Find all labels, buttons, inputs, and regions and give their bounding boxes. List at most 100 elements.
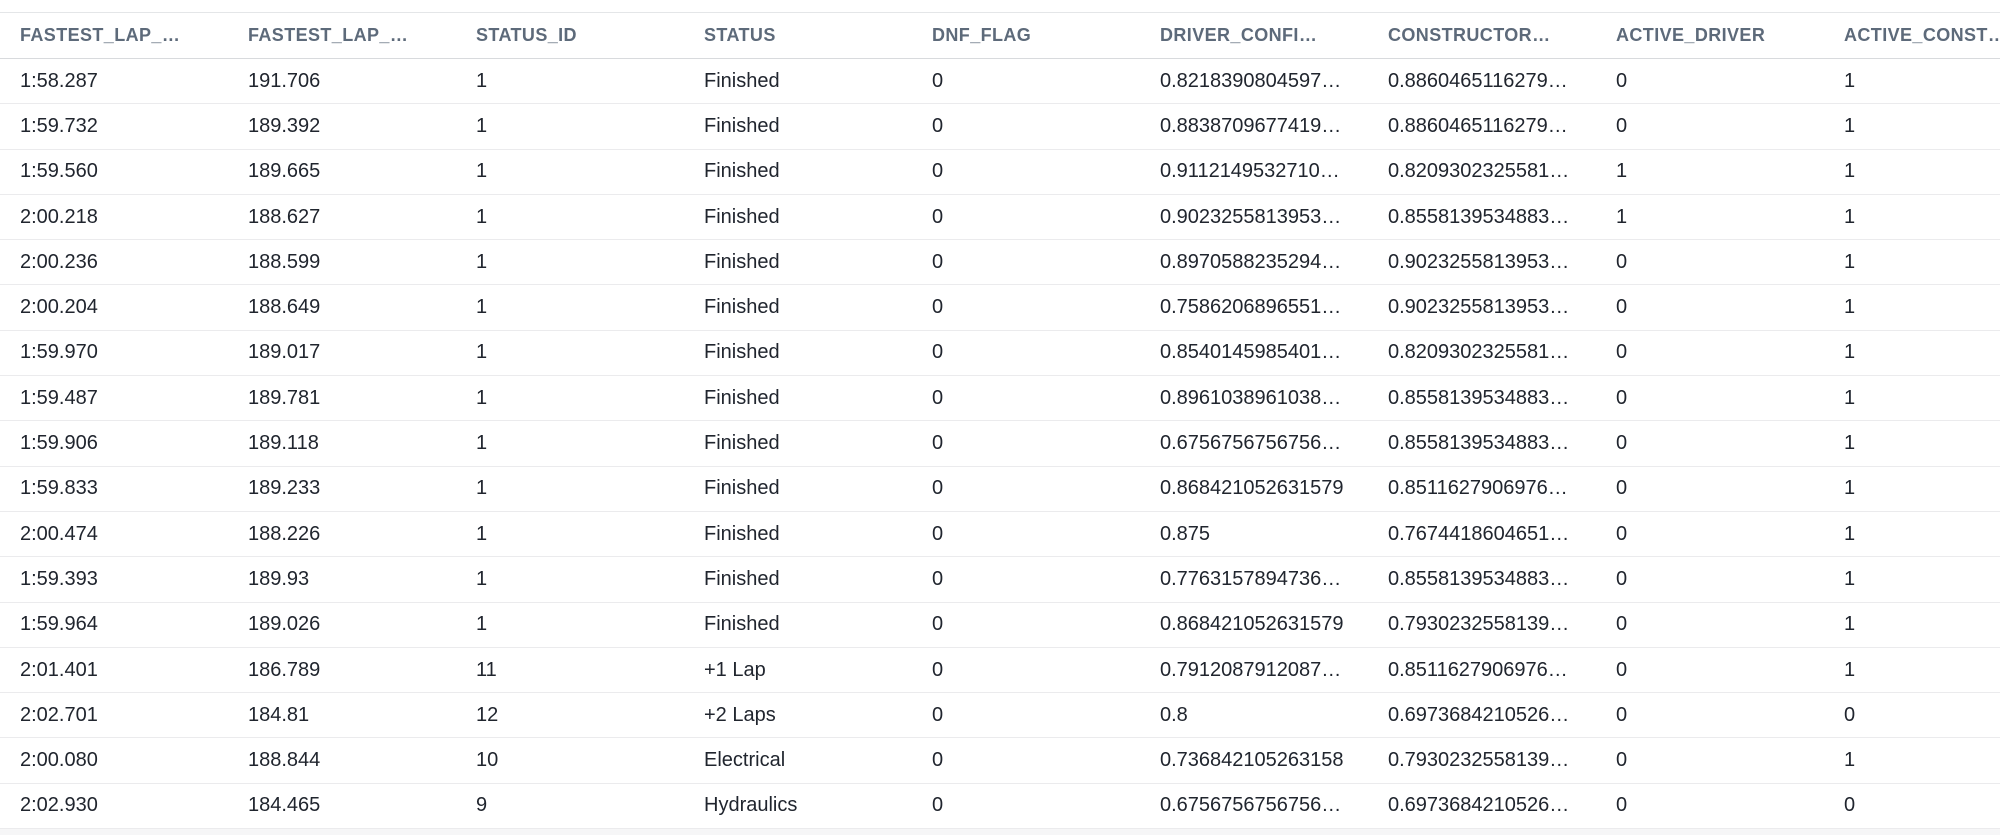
table-cell-active-driver[interactable]: 0 [1616,703,1628,726]
table-cell-fastest-lap-speed[interactable]: 189.233 [248,477,321,500]
table-cell-status[interactable]: Finished [704,567,780,590]
table-cell-fastest-lap-time[interactable]: 2:02.701 [20,703,98,726]
table-cell-driver-confidence[interactable]: 0.8838709677419… [1160,114,1342,137]
column-header-constructor-confidence[interactable]: CONSTRUCTOR… [1388,25,1551,45]
table-cell-status-id[interactable]: 9 [476,794,488,817]
table-cell-fastest-lap-speed[interactable]: 184.465 [248,794,321,817]
table-cell-driver-confidence[interactable]: 0.8970588235294… [1160,250,1342,273]
table-cell-active-driver[interactable]: 0 [1616,794,1628,817]
table-cell-active-constructor[interactable]: 1 [1844,749,1856,772]
table-cell-status-id[interactable]: 1 [476,613,488,636]
table-cell-fastest-lap-speed[interactable]: 184.81 [248,703,310,726]
table-cell-constructor-confidence[interactable]: 0.9023255813953… [1388,250,1570,273]
table-cell-constructor-confidence[interactable]: 0.8511627906976… [1388,477,1568,500]
table-cell-status-id[interactable]: 1 [476,477,488,500]
table-cell-driver-confidence[interactable]: 0.7912087912087… [1160,658,1342,681]
column-header-active-driver[interactable]: ACTIVE_DRIVER [1616,25,1766,45]
table-cell-status-id[interactable]: 1 [476,522,488,545]
table-cell-fastest-lap-speed[interactable]: 188.599 [248,250,321,273]
table-cell-status[interactable]: Finished [704,386,780,409]
table-cell-fastest-lap-time[interactable]: 1:59.906 [20,432,98,455]
table-cell-driver-confidence[interactable]: 0.736842105263158 [1160,749,1344,772]
table-cell-driver-confidence[interactable]: 0.875 [1160,522,1211,545]
table-cell-active-driver[interactable]: 0 [1616,613,1628,636]
table-cell-status[interactable]: Finished [704,160,780,183]
table-cell-constructor-confidence[interactable]: 0.6973684210526… [1388,703,1570,726]
column-header-status[interactable]: STATUS [704,25,776,45]
table-cell-fastest-lap-speed[interactable]: 189.93 [248,567,310,590]
table-cell-constructor-confidence[interactable]: 0.7930232558139… [1388,749,1570,772]
table-cell-constructor-confidence[interactable]: 0.6973684210526… [1388,794,1570,817]
table-cell-fastest-lap-time[interactable]: 1:59.560 [20,160,98,183]
table-cell-active-constructor[interactable]: 1 [1844,477,1856,500]
table-cell-constructor-confidence[interactable]: 0.8860465116279… [1388,114,1568,137]
table-cell-status-id[interactable]: 12 [476,703,499,726]
table-cell-constructor-confidence[interactable]: 0.8860465116279… [1388,69,1568,92]
table-cell-fastest-lap-speed[interactable]: 189.665 [248,160,321,183]
table-cell-driver-confidence[interactable]: 0.7586206896551… [1160,296,1342,319]
table-cell-active-constructor[interactable]: 0 [1844,703,1856,726]
column-header-active-constructor[interactable]: ACTIVE_CONST… [1844,25,2000,45]
table-cell-status[interactable]: +1 Lap [704,658,766,681]
column-header-driver-confidence[interactable]: DRIVER_CONFI… [1160,25,1318,45]
table-cell-status[interactable]: Finished [704,296,780,319]
table-cell-active-constructor[interactable]: 1 [1844,296,1856,319]
table-cell-constructor-confidence[interactable]: 0.8209302325581… [1388,341,1570,364]
table-cell-fastest-lap-time[interactable]: 2:00.474 [20,522,98,545]
table-cell-fastest-lap-speed[interactable]: 188.844 [248,749,321,772]
table-cell-dnf-flag[interactable]: 0 [932,522,944,545]
table-cell-active-constructor[interactable]: 1 [1844,205,1856,228]
table-cell-dnf-flag[interactable]: 0 [932,296,944,319]
table-cell-active-constructor[interactable]: 0 [1844,794,1856,817]
table-cell-fastest-lap-time[interactable]: 1:59.487 [20,386,98,409]
table-cell-constructor-confidence[interactable]: 0.8558139534883… [1388,432,1570,455]
table-cell-active-constructor[interactable]: 1 [1844,567,1856,590]
table-cell-driver-confidence[interactable]: 0.9023255813953… [1160,205,1342,228]
table-cell-status[interactable]: Finished [704,613,780,636]
table-cell-status-id[interactable]: 1 [476,341,488,364]
table-cell-driver-confidence[interactable]: 0.868421052631579 [1160,477,1344,500]
table-cell-active-driver[interactable]: 0 [1616,69,1628,92]
table-cell-active-constructor[interactable]: 1 [1844,613,1856,636]
table-cell-fastest-lap-speed[interactable]: 188.226 [248,522,321,545]
table-cell-fastest-lap-time[interactable]: 1:59.964 [20,613,98,636]
table-cell-fastest-lap-time[interactable]: 1:58.287 [20,69,98,92]
table-cell-dnf-flag[interactable]: 0 [932,386,944,409]
table-cell-active-constructor[interactable]: 1 [1844,160,1856,183]
table-cell-dnf-flag[interactable]: 0 [932,703,944,726]
table-cell-dnf-flag[interactable]: 0 [932,205,944,228]
table-cell-driver-confidence[interactable]: 0.868421052631579 [1160,613,1344,636]
table-cell-fastest-lap-speed[interactable]: 188.627 [248,205,321,228]
table-cell-active-constructor[interactable]: 1 [1844,69,1856,92]
table-cell-status[interactable]: Finished [704,250,780,273]
table-cell-dnf-flag[interactable]: 0 [932,160,944,183]
table-cell-status[interactable]: Finished [704,432,780,455]
table-cell-active-driver[interactable]: 0 [1616,749,1628,772]
table-cell-status[interactable]: Finished [704,69,780,92]
table-cell-status-id[interactable]: 1 [476,386,488,409]
table-cell-fastest-lap-speed[interactable]: 188.649 [248,296,321,319]
table-cell-status[interactable]: Finished [704,114,780,137]
table-cell-driver-confidence[interactable]: 0.8 [1160,703,1188,726]
table-cell-status[interactable]: +2 Laps [704,703,776,726]
table-cell-fastest-lap-time[interactable]: 1:59.833 [20,477,98,500]
table-cell-fastest-lap-time[interactable]: 2:01.401 [20,658,98,681]
column-header-status-id[interactable]: STATUS_ID [476,25,577,45]
table-cell-status-id[interactable]: 1 [476,567,488,590]
table-cell-status-id[interactable]: 1 [476,69,488,92]
table-cell-status[interactable]: Electrical [704,749,786,772]
table-cell-active-driver[interactable]: 0 [1616,250,1628,273]
table-cell-constructor-confidence[interactable]: 0.7930232558139… [1388,613,1570,636]
table-cell-dnf-flag[interactable]: 0 [932,567,944,590]
table-cell-fastest-lap-speed[interactable]: 191.706 [248,69,321,92]
column-header-fastest-lap-speed[interactable]: FASTEST_LAP_… [248,25,409,45]
table-cell-fastest-lap-time[interactable]: 2:00.218 [20,205,98,228]
table-cell-fastest-lap-time[interactable]: 2:02.930 [20,794,98,817]
table-cell-status-id[interactable]: 1 [476,250,488,273]
table-cell-active-constructor[interactable]: 1 [1844,114,1856,137]
table-cell-active-driver[interactable]: 0 [1616,658,1628,681]
table-cell-active-driver[interactable]: 0 [1616,477,1628,500]
table-cell-constructor-confidence[interactable]: 0.8511627906976… [1388,658,1568,681]
table-cell-active-constructor[interactable]: 1 [1844,658,1856,681]
table-cell-dnf-flag[interactable]: 0 [932,658,944,681]
